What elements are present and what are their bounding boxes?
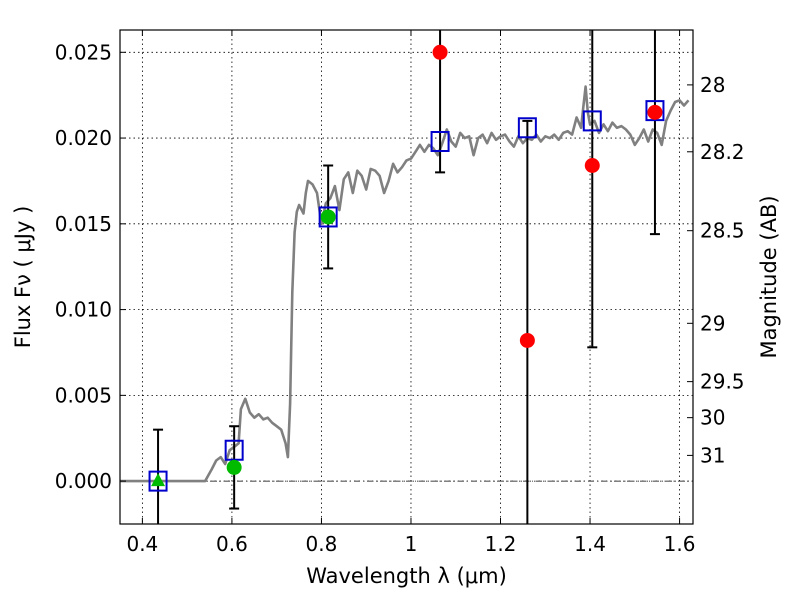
x-tick-label: 1.4: [574, 532, 606, 556]
y2-tick-label: 29: [700, 311, 725, 335]
y-tick-label: 0.010: [55, 298, 112, 322]
observed-point: [320, 209, 336, 225]
observed-point: [151, 473, 166, 487]
model-spectrum-layer: [120, 85, 690, 483]
y2-tick-label: 31: [700, 443, 725, 467]
observed-point: [647, 104, 663, 120]
model-spectrum-line: [120, 85, 690, 483]
y-tick-label: 0.020: [55, 126, 112, 150]
y2-tick-label: 28: [700, 73, 725, 97]
model-point: [582, 110, 602, 132]
y2-tick-label: 29.5: [700, 370, 745, 394]
y-tick-label: 0.005: [55, 383, 112, 407]
model-point: [645, 100, 665, 122]
observed-point: [432, 44, 448, 60]
x-axis-title: Wavelength λ (μm): [306, 564, 507, 588]
grid: [120, 30, 693, 524]
y-tick-label: 0.000: [55, 469, 112, 493]
y-tick-label: 0.025: [55, 40, 112, 64]
y-tick-label: 0.015: [55, 212, 112, 236]
model-point: [430, 130, 450, 152]
observed-point: [226, 459, 242, 475]
model-point: [148, 470, 168, 492]
observed-points-layer: [151, 44, 663, 487]
model-point: [517, 117, 537, 139]
x-tick-label: 0.4: [126, 532, 158, 556]
observed-point: [519, 332, 535, 348]
observed-point: [584, 158, 600, 174]
x-tick-label: 0.8: [306, 532, 338, 556]
model-point: [318, 206, 338, 228]
y2-tick-label: 28.2: [700, 140, 745, 164]
x-tick-label: 1: [405, 532, 418, 556]
y2-axis-title: Magnitude (AB): [757, 195, 781, 358]
model-points-layer: [148, 100, 665, 492]
x-tick-label: 1.6: [664, 532, 696, 556]
y-axis-title: Flux Fν ( μJy ): [11, 206, 35, 349]
tick-labels: 0.4 0.6 0.8 1 1.2 1.4 1.6 0.000 0.005 0.010 0.015 0…: [55, 40, 745, 556]
x-tick-label: 0.6: [216, 532, 248, 556]
plot-frame: [119, 29, 694, 525]
model-point: [224, 439, 244, 461]
y2-tick-label: 28.5: [700, 219, 745, 243]
x-tick-label: 1.2: [485, 532, 517, 556]
axis-ticks: [120, 30, 693, 524]
y2-tick-label: 30: [700, 406, 725, 430]
